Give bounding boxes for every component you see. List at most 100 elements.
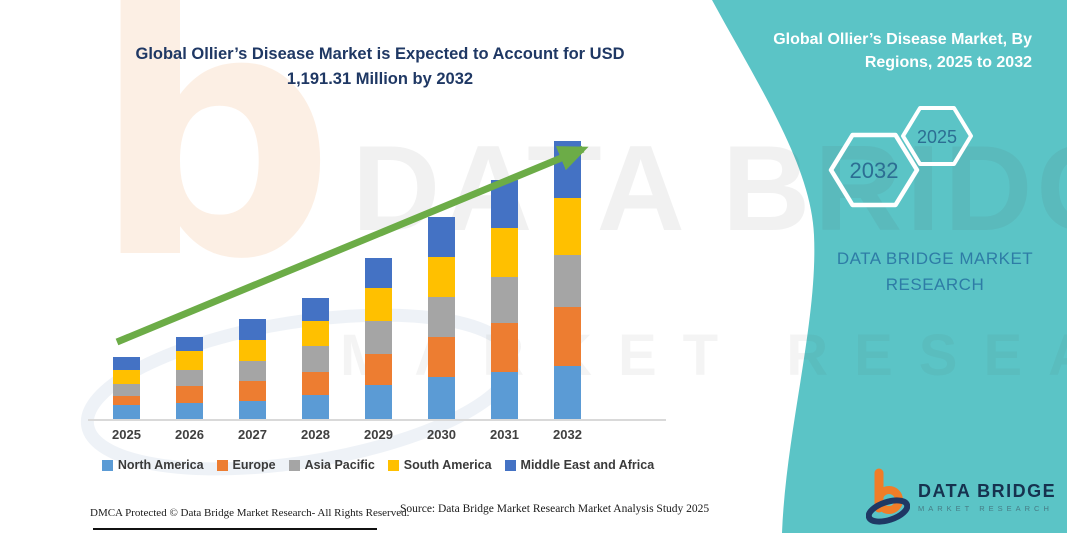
bar-segment [302,297,329,322]
stacked-bar-2032 [554,141,581,419]
bar-segment [239,380,266,402]
bar-segment [491,276,518,324]
bar-segment [491,371,518,419]
x-axis-line [88,419,666,421]
bar-segment [554,306,581,366]
year-hexagons: 2032 2025 [828,106,973,208]
bar-segment [428,337,455,377]
side-panel-title: Global Ollier’s Disease Market, By Regio… [700,28,1032,74]
stacked-bar-2028 [302,297,329,419]
bar-segment [113,357,140,371]
hexagon-2025 [901,106,973,166]
hexagon-2032-label: 2032 [850,158,899,183]
legend-label: Europe [232,458,276,472]
bar-segment [428,296,455,338]
bar-segment [176,386,203,404]
hexagon-2032 [828,132,920,208]
bar-segment [176,403,203,419]
hexagon-2025-label: 2025 [917,127,957,147]
bar-segment [239,360,266,381]
bar-segment [428,376,455,419]
bar-column-2026 [158,129,221,419]
bar-column-2029 [347,129,410,419]
bar-segment [239,340,266,361]
legend-label: South America [403,458,492,472]
legend-swatch-icon [387,459,399,471]
legend-item: Europe [216,458,276,472]
x-axis-tick-label: 2028 [301,427,330,442]
stacked-bar-2029 [365,258,392,419]
company-logo: DATA BRIDGE MARKET RESEARCH [866,468,1056,526]
chart-title-line1: Global Ollier’s Disease Market is Expect… [135,45,625,63]
bar-segment [113,395,140,406]
bar-column-2025 [95,129,158,419]
bar-segment [491,179,518,229]
bar-segment [176,337,203,352]
bar-segment [239,401,266,419]
x-axis-tick-label: 2025 [112,427,141,442]
chart-title: Global Ollier’s Disease Market is Expect… [100,42,660,92]
bar-segment [302,394,329,419]
bar-segment [239,319,266,341]
bar-segment [113,383,140,396]
legend-swatch-icon [288,459,300,471]
logo-brand-text: DATA BRIDGE [918,481,1057,501]
bar-segment [365,354,392,386]
bar-segment [491,323,518,372]
stacked-bar-2025 [113,357,140,419]
brand-caption: DATA BRIDGE MARKET RESEARCH [810,246,1060,298]
bar-segment [365,288,392,322]
bar-segment [554,141,581,198]
x-axis-tick-label: 2026 [175,427,204,442]
bar-segment [176,351,203,370]
bar-segment [554,365,581,419]
logo-sub-text: MARKET RESEARCH [918,504,1053,513]
bar-column-2028 [284,129,347,419]
bar-segment [113,405,140,419]
legend-label: Middle East and Africa [520,458,655,472]
bar-segment [554,197,581,255]
stacked-bar-2027 [239,319,266,419]
x-axis-tick-label: 2027 [238,427,267,442]
legend-item: North America [101,458,204,472]
stacked-bar-2026 [176,337,203,419]
stacked-bar-2031 [491,179,518,419]
legend-label: North America [117,458,204,472]
brand-caption-line1: DATA BRIDGE MARKET [836,249,1034,268]
bar-column-2031 [473,129,536,419]
source-note: Source: Data Bridge Market Research Mark… [400,503,710,515]
legend-item: South America [387,458,492,472]
bar-segment [428,216,455,258]
bar-segment [365,321,392,355]
bar-segment [365,258,392,289]
bar-segment [302,321,329,346]
x-axis-tick-label: 2030 [427,427,456,442]
side-panel-title-line1: Global Ollier’s Disease Market, By [773,31,1032,48]
side-panel-title-line2: Regions, 2025 to 2032 [864,54,1032,71]
bar-segment [302,372,329,395]
chart-legend: North America Europe Asia Pacific South Ame… [88,458,668,472]
brand-caption-line2: RESEARCH [885,275,985,294]
legend-item: Asia Pacific [288,458,375,472]
bars-row [95,129,599,419]
bar-segment [113,370,140,384]
legend-swatch-icon [101,459,113,471]
logo-b-icon [866,468,910,525]
x-axis-tick-label: 2032 [553,427,582,442]
bar-segment [176,369,203,387]
bar-column-2030 [410,129,473,419]
legend-swatch-icon [216,459,228,471]
bar-segment [428,257,455,297]
x-axis-labels: 2025 2026 2027 2028 2029 2030 2031 2032 [95,427,599,442]
bar-column-2032 [536,129,599,419]
bar-segment [365,385,392,419]
stacked-bar-2030 [428,216,455,419]
x-axis-tick-label: 2029 [364,427,393,442]
footer-rule [93,528,377,530]
legend-item: Middle East and Africa [504,458,655,472]
bar-segment [491,228,518,277]
legend-swatch-icon [504,459,516,471]
bar-segment [554,254,581,307]
